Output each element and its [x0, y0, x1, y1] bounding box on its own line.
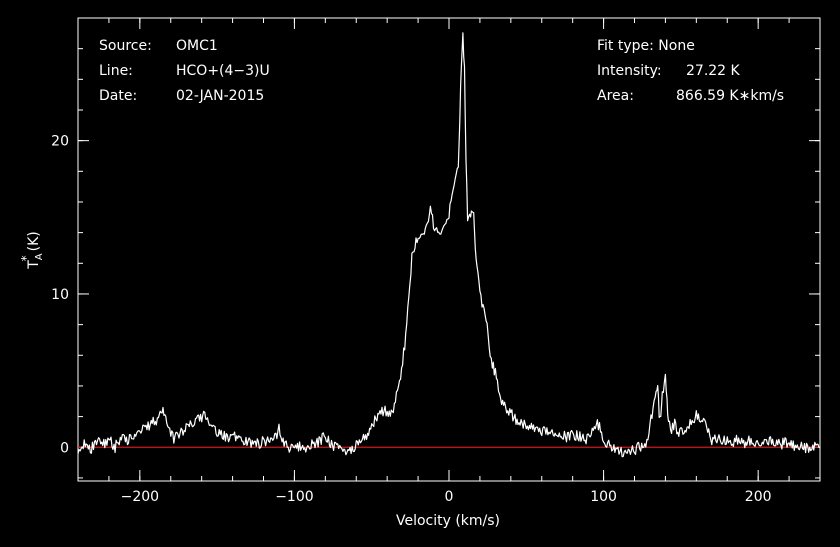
svg-text:TA*(K): TA* (K) — [19, 231, 45, 270]
line-key: Line: — [99, 63, 133, 79]
y-tick-label: 10 — [51, 287, 69, 303]
intensity-value: 27.22 K — [686, 63, 741, 79]
fit-type: Fit type: None — [597, 38, 695, 54]
date-key: Date: — [99, 88, 137, 104]
x-tick-label: 0 — [445, 489, 454, 505]
source-value: OMC1 — [176, 38, 218, 54]
y-axis-label-main: T — [26, 260, 42, 270]
x-tick-label: 100 — [590, 489, 617, 505]
spectrum-line — [77, 32, 821, 458]
x-tick-label: −200 — [121, 489, 159, 505]
intensity-key: Intensity: — [597, 63, 662, 79]
x-tick-label: −100 — [275, 489, 313, 505]
y-tick-label: 0 — [60, 440, 69, 456]
y-axis-label: TA* (K) — [19, 231, 45, 270]
y-tick-label: 20 — [51, 134, 69, 150]
x-axis-label: Velocity (km/s) — [396, 513, 500, 529]
area-key: Area: — [597, 88, 634, 104]
line-value: HCO+(4−3)U — [176, 63, 270, 79]
y-axis-label-superscript: * — [19, 255, 33, 261]
x-tick-label: 200 — [745, 489, 772, 505]
y-axis-label-unit: (K) — [26, 231, 42, 251]
source-key: Source: — [99, 38, 152, 54]
area-value: 866.59 K∗km/s — [676, 88, 784, 104]
y-axis-label-subscript: A — [34, 253, 45, 260]
date-value: 02-JAN-2015 — [176, 88, 264, 104]
